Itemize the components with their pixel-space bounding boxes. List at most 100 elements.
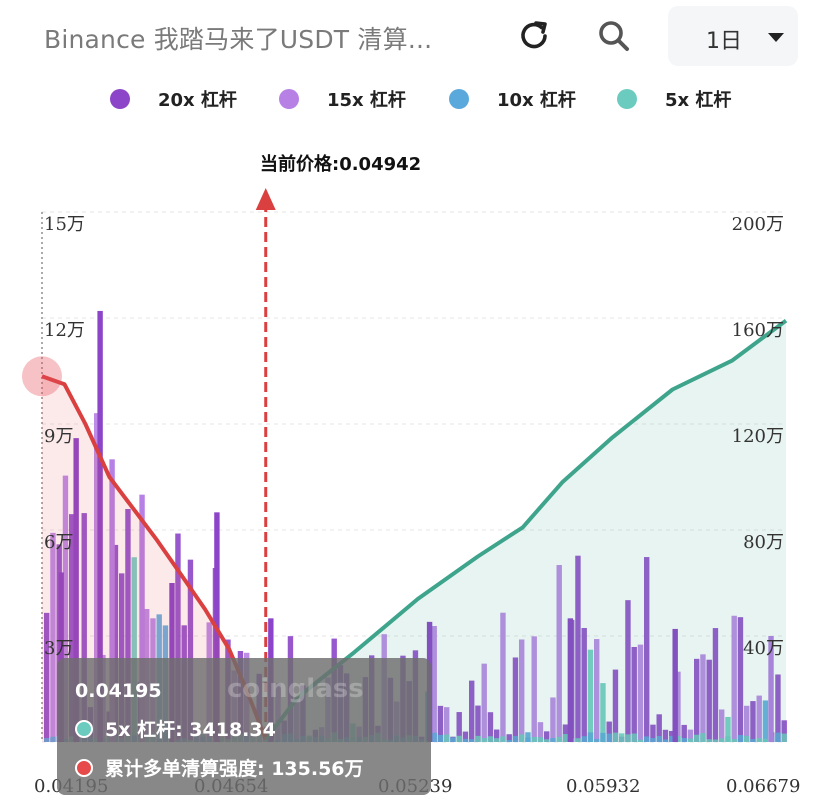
- liquidation-bar: [612, 669, 619, 742]
- liquidation-bar: [681, 724, 687, 742]
- legend-item-15x[interactable]: 15x 杠杆: [279, 84, 406, 114]
- page-title: Binance 我踏马来了USDT 清算...: [44, 25, 433, 54]
- x-tick-label: 0.05932: [566, 776, 640, 795]
- liquidation-bar: [606, 721, 612, 742]
- header: Binance 我踏马来了USDT 清算... 1日: [0, 0, 828, 76]
- liquidation-bar: [656, 714, 662, 742]
- y-right-tick-label: 40万: [743, 638, 784, 659]
- liquidation-bar-base: [644, 736, 650, 742]
- liquidation-bar-base: [525, 737, 531, 742]
- legend-item-5x[interactable]: 5x 杠杆: [617, 84, 731, 114]
- liquidation-bar: [637, 644, 644, 742]
- liquidation-bar: [731, 615, 737, 742]
- liquidation-bar: [187, 559, 194, 742]
- liquidation-bar: [494, 729, 500, 742]
- liquidation-bar-base: [762, 738, 769, 742]
- liquidation-bar: [69, 514, 75, 742]
- tooltip-row-5x-text: 5x 杠杆: 3418.34: [105, 719, 276, 741]
- period-select[interactable]: 1日: [668, 6, 798, 66]
- y-left-tick-label: 12万: [44, 320, 85, 341]
- liquidation-bar-sample: [58, 572, 64, 742]
- coinglass-watermark: coinglass: [227, 674, 364, 704]
- refresh-icon[interactable]: [514, 16, 554, 56]
- liquidation-bar: [456, 712, 462, 742]
- liquidation-bar: [519, 639, 525, 742]
- liquidation-bar: [687, 729, 694, 742]
- liquidation-bar: [119, 573, 125, 742]
- liquidation-bar: [581, 628, 587, 742]
- liquidation-bar-base: [637, 739, 644, 742]
- liquidation-bar-base: [512, 736, 519, 742]
- liquidation-bar-base: [537, 737, 544, 742]
- liquidation-bar-base: [594, 738, 600, 742]
- liquidation-bar: [81, 513, 87, 742]
- liquidation-bar: [537, 722, 544, 742]
- liquidation-bar: [550, 697, 556, 742]
- legend-label-5x: 5x 杠杆: [665, 90, 732, 111]
- liquidation-bar-base: [631, 733, 637, 742]
- liquidation-bar: [531, 636, 537, 742]
- liquidation-bar: [556, 565, 562, 742]
- liquidation-bar-sample: [567, 618, 574, 742]
- liquidation-bar-base: [587, 732, 594, 742]
- liquidation-bar: [712, 628, 719, 742]
- liquidation-bar-sample: [672, 628, 678, 742]
- liquidation-bar: [775, 674, 781, 742]
- liquidation-bar-base: [494, 738, 500, 742]
- liquidation-bar-base: [675, 735, 681, 742]
- liquidation-bar-base: [669, 735, 675, 742]
- liquidation-bar-base: [719, 738, 725, 742]
- liquidation-bar: [694, 658, 700, 742]
- search-icon[interactable]: [594, 16, 634, 56]
- liquidation-bar-base: [662, 739, 669, 742]
- liquidation-bar: [675, 671, 681, 742]
- liquidation-bar: [594, 639, 600, 742]
- liquidation-bar-sample: [768, 636, 774, 742]
- liquidation-bar: [506, 734, 512, 742]
- period-select-label: 1日: [706, 29, 742, 54]
- liquidation-bar: [725, 716, 731, 742]
- liquidation-bar: [525, 732, 531, 742]
- liquidation-bar: [756, 695, 762, 742]
- liquidation-bar: [481, 663, 487, 742]
- legend-item-20x[interactable]: 20x 杠杆: [110, 84, 237, 114]
- liquidation-bar: [662, 729, 669, 742]
- liquidation-bar-base: [506, 739, 512, 742]
- tooltip-dot-5x: [75, 719, 93, 738]
- liquidation-bar-base: [481, 737, 487, 742]
- liquidation-bar-base: [700, 733, 706, 742]
- liquidation-bar-base: [737, 735, 744, 742]
- liquidation-bar: [512, 657, 519, 742]
- short-cumulative-area: [265, 320, 786, 742]
- liquidation-bar: [600, 683, 606, 742]
- liquidation-bar: [631, 646, 637, 742]
- liquidation-bar-base: [519, 734, 525, 742]
- liquidation-bar: [94, 413, 100, 742]
- liquidation-bar-base: [712, 739, 719, 742]
- liquidation-bar: [762, 700, 769, 742]
- liquidation-bar: [487, 712, 494, 742]
- liquidation-bar: [112, 544, 119, 742]
- tooltip-dot-cumulative: [75, 758, 93, 777]
- liquidation-bar: [469, 680, 475, 742]
- y-left-tick-label: 3万: [44, 638, 73, 659]
- liquidation-bar: [131, 557, 137, 742]
- liquidation-bar: [125, 509, 131, 742]
- liquidation-bar-sample: [139, 494, 145, 742]
- liquidation-bar: [50, 532, 56, 742]
- liquidation-bar-base: [750, 739, 756, 742]
- y-right-tick-label: 80万: [743, 532, 784, 553]
- liquidation-bar: [750, 701, 756, 742]
- liquidation-bar: [44, 612, 50, 742]
- legend-label-20x: 20x 杠杆: [158, 90, 237, 111]
- liquidation-bar: [175, 533, 181, 742]
- legend-label-15x: 15x 杠杆: [327, 90, 406, 111]
- liquidation-bar: [462, 731, 469, 742]
- liquidation-bar: [562, 724, 569, 742]
- liquidation-bar-base: [781, 733, 787, 742]
- legend-dot-15x: [279, 89, 299, 109]
- y-left-tick-label: 6万: [44, 532, 73, 553]
- legend-item-10x[interactable]: 10x 杠杆: [449, 84, 576, 114]
- liquidation-bar: [544, 731, 550, 742]
- legend-dot-10x: [449, 89, 469, 109]
